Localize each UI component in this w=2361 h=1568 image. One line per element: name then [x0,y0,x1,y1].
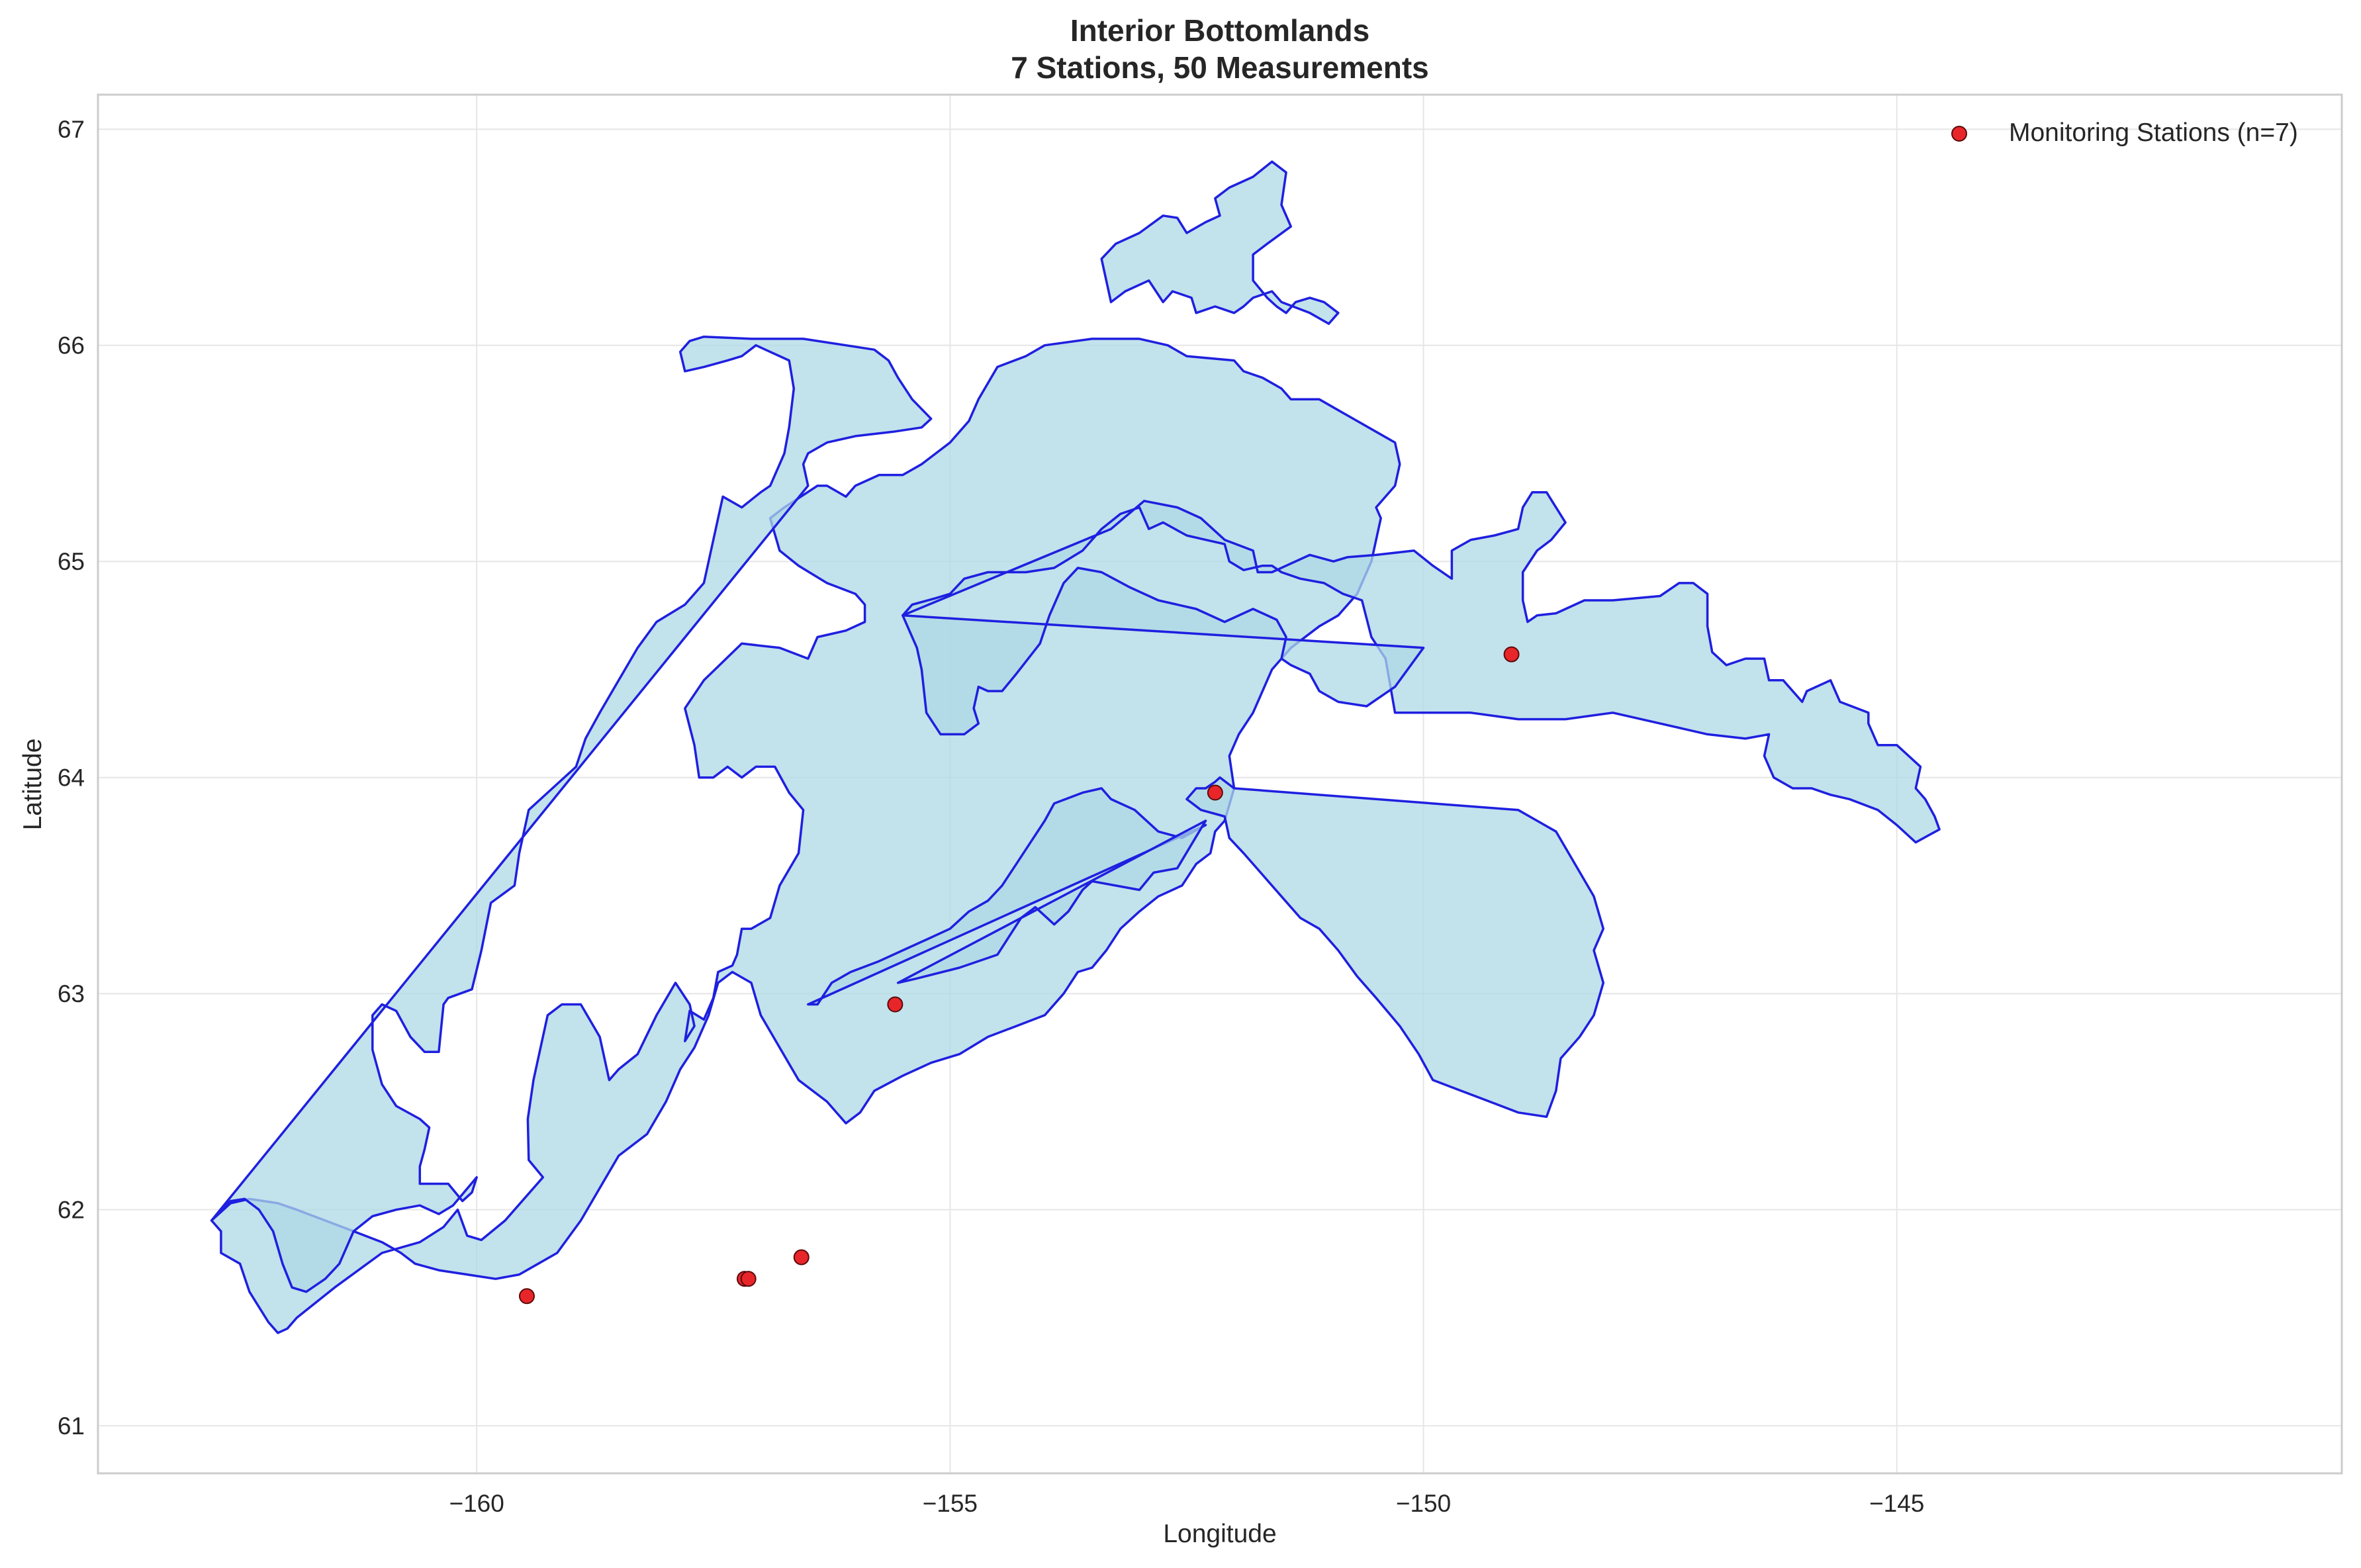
station-point [1503,646,1520,663]
x-tick-labels: −160 −155 −150 −145 [449,1490,1924,1517]
y-tick-label: 64 [58,764,85,792]
bottomland-region [902,490,1941,844]
y-tick-label: 63 [58,980,85,1007]
station-point [1207,784,1223,801]
y-tick-label: 67 [58,116,85,143]
x-tick-label: −160 [449,1490,504,1517]
station-point [740,1271,757,1287]
grid [98,95,2342,1473]
station-point [887,996,903,1013]
y-tick-label: 62 [58,1197,85,1224]
x-tick-label: −145 [1869,1490,1924,1517]
station-markers [518,646,1520,1305]
y-tick-labels: 61 62 63 64 65 66 67 [58,116,85,1440]
x-tick-label: −155 [923,1490,978,1517]
legend: Monitoring Stations (n=7) [1951,118,2298,147]
y-tick-label: 66 [58,332,85,359]
chart-title: Interior Bottomlands [1070,13,1369,48]
station-point [793,1249,810,1266]
y-axis-label: Latitude [19,739,47,831]
bottomland-region [210,335,933,1293]
bottomland-region [1185,776,1605,1119]
y-tick-label: 65 [58,548,85,575]
legend-label: Monitoring Stations (n=7) [2009,118,2298,147]
x-axis-label: Longitude [1163,1520,1276,1548]
plot-frame [97,93,2343,1475]
bottomland-region [1100,160,1340,325]
x-tick-label: −150 [1396,1490,1451,1517]
chart-subtitle: 7 Stations, 50 Measurements [1011,50,1428,85]
bottomland-region [896,819,1207,984]
region-polygons [210,160,1941,1334]
y-tick-label: 61 [58,1412,85,1440]
bottomland-region [902,567,1425,736]
bottomland-region [807,787,1207,1006]
station-point [518,1288,535,1305]
legend-marker [1951,126,1967,142]
